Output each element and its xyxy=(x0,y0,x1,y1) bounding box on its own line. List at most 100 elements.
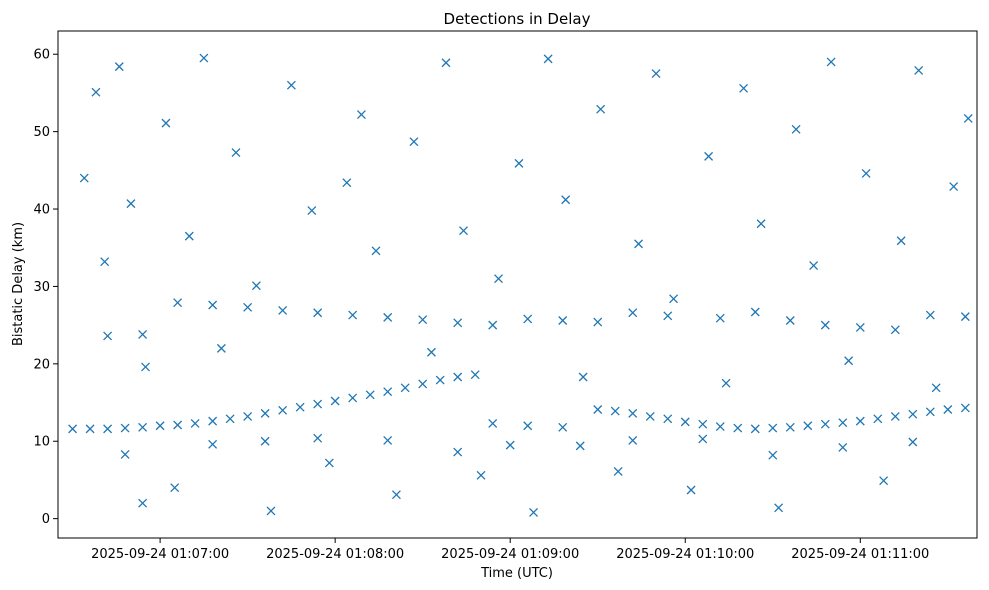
data-point xyxy=(838,442,848,452)
data-point xyxy=(155,421,165,431)
data-point xyxy=(803,421,813,431)
data-point xyxy=(715,422,725,431)
data-point xyxy=(348,310,358,320)
data-point xyxy=(120,449,130,459)
y-tick-label: 10 xyxy=(33,435,50,450)
data-point xyxy=(943,405,953,414)
data-point xyxy=(949,182,959,192)
data-point xyxy=(371,246,381,256)
data-point xyxy=(838,418,848,428)
data-point xyxy=(488,418,498,428)
data-point xyxy=(890,412,900,421)
y-tick-label: 60 xyxy=(33,48,50,63)
data-point xyxy=(391,490,401,500)
data-point xyxy=(820,320,830,330)
data-point xyxy=(721,378,731,388)
data-point xyxy=(91,87,101,97)
data-point xyxy=(914,66,924,75)
data-point xyxy=(313,433,323,443)
x-axis: 2025-09-24 01:07:00 2025-09-24 01:08:00 20… xyxy=(91,538,929,562)
data-point xyxy=(383,312,393,322)
data-point xyxy=(861,168,871,178)
data-point xyxy=(890,325,900,335)
data-point xyxy=(356,110,366,120)
data-point xyxy=(141,362,150,372)
data-point xyxy=(138,498,148,508)
x-tick-label: 2025-09-24 01:10:00 xyxy=(616,547,754,562)
data-point xyxy=(243,412,253,421)
data-point xyxy=(459,226,468,236)
data-point xyxy=(278,305,288,315)
data-point xyxy=(561,195,571,205)
data-point xyxy=(879,476,889,486)
data-point xyxy=(826,57,836,67)
data-point xyxy=(908,409,918,419)
data-point xyxy=(873,414,883,424)
data-point xyxy=(251,281,261,291)
data-point xyxy=(184,231,194,241)
data-point xyxy=(103,331,113,341)
data-point xyxy=(596,104,606,114)
data-point xyxy=(575,441,585,451)
data-point xyxy=(68,424,78,434)
data-point xyxy=(651,69,661,79)
data-point xyxy=(931,383,941,393)
x-axis-title: Time (UTC) xyxy=(480,566,553,581)
data-point xyxy=(750,307,760,317)
data-point xyxy=(138,422,148,432)
y-tick-label: 20 xyxy=(33,357,50,372)
data-point xyxy=(286,80,296,90)
data-point xyxy=(453,372,463,382)
data-point xyxy=(114,62,124,72)
data-point xyxy=(266,506,276,516)
data-point xyxy=(85,424,95,434)
data-point xyxy=(418,379,428,389)
data-point xyxy=(126,199,136,209)
plot-frame xyxy=(57,30,978,539)
data-point xyxy=(278,405,288,415)
data-point xyxy=(628,436,638,445)
x-tick-label: 2025-09-24 01:08:00 xyxy=(266,547,404,562)
data-point xyxy=(295,402,305,412)
data-point xyxy=(103,424,113,434)
data-point xyxy=(543,54,553,64)
y-axis: 0 10 20 30 40 50 60 xyxy=(33,48,58,527)
data-point xyxy=(470,370,480,380)
data-point xyxy=(715,313,725,323)
data-point xyxy=(365,390,375,400)
data-point xyxy=(739,83,749,93)
data-point xyxy=(208,300,218,310)
data-point xyxy=(963,114,973,123)
data-point xyxy=(231,148,241,157)
data-point xyxy=(663,414,673,424)
data-point xyxy=(488,320,498,330)
data-point xyxy=(960,403,970,413)
data-point xyxy=(686,485,696,495)
data-point xyxy=(260,408,270,418)
data-point xyxy=(628,308,638,318)
data-point xyxy=(313,308,323,318)
data-point xyxy=(925,310,935,320)
x-tick-label: 2025-09-24 01:09:00 xyxy=(441,547,579,562)
data-point xyxy=(809,261,819,270)
data-point xyxy=(593,405,603,414)
data-point xyxy=(225,414,235,424)
data-point xyxy=(441,58,451,68)
data-point xyxy=(663,311,673,321)
y-tick-label: 50 xyxy=(33,125,50,140)
data-point xyxy=(756,219,766,229)
data-point xyxy=(383,387,393,397)
data-point xyxy=(820,419,830,429)
data-point xyxy=(774,503,784,513)
chart-title: Detections in Delay xyxy=(444,10,591,28)
data-point xyxy=(785,422,795,432)
data-point xyxy=(698,434,708,444)
data-point xyxy=(680,417,690,427)
data-point xyxy=(610,406,620,416)
data-point xyxy=(844,356,854,366)
data-point xyxy=(558,422,568,432)
data-point xyxy=(161,118,171,128)
data-point xyxy=(170,483,180,493)
